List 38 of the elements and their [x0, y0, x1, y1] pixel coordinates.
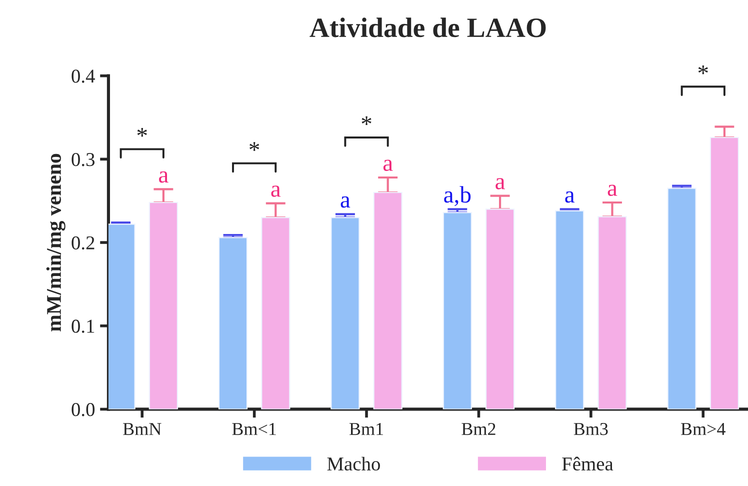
legend-label: Fêmea: [562, 456, 614, 471]
y-tick-label: 0.2: [72, 236, 94, 250]
bar: [598, 216, 627, 410]
data-label: a: [496, 178, 505, 190]
y-axis-title: mM/min/mg veneno: [46, 154, 66, 332]
data-label: a: [271, 186, 281, 197]
y-tick-label: 0.4: [72, 70, 95, 83]
legend-label: Macho: [327, 456, 380, 471]
data-label: a: [340, 196, 350, 208]
annotation: *: [250, 142, 260, 151]
bar: [330, 216, 360, 410]
bar: [148, 202, 178, 410]
x-tick-label: Bm1: [349, 423, 383, 435]
data-label: a: [565, 191, 575, 203]
x-tick-label: BmN: [123, 423, 162, 435]
bar: [373, 192, 402, 410]
data-label: a: [383, 160, 393, 172]
x-tick-label: Bm3: [574, 422, 608, 436]
bar: [485, 208, 515, 410]
bar: [555, 210, 584, 410]
data-label: a: [608, 184, 618, 196]
bar: [667, 188, 696, 410]
annotation: *: [137, 128, 147, 137]
chart-title: Atividade de LAAO: [310, 18, 546, 38]
text: *: [698, 65, 708, 74]
x-tick-label: Bm>4: [680, 423, 726, 435]
y-tick-label: 0.1: [72, 320, 94, 333]
annotation: *: [362, 116, 372, 125]
bar: [218, 236, 248, 410]
y-tick-label: 0.3: [72, 152, 95, 166]
bar: [442, 212, 472, 410]
bar: [710, 136, 740, 410]
x-tick-label: Bm<1: [232, 423, 276, 435]
data-label: a,b: [444, 186, 471, 206]
data-label: a: [159, 171, 168, 183]
x-tick-label: Bm2: [462, 422, 496, 435]
bar: [261, 216, 290, 410]
y-tick-label: 0.0: [72, 403, 95, 416]
